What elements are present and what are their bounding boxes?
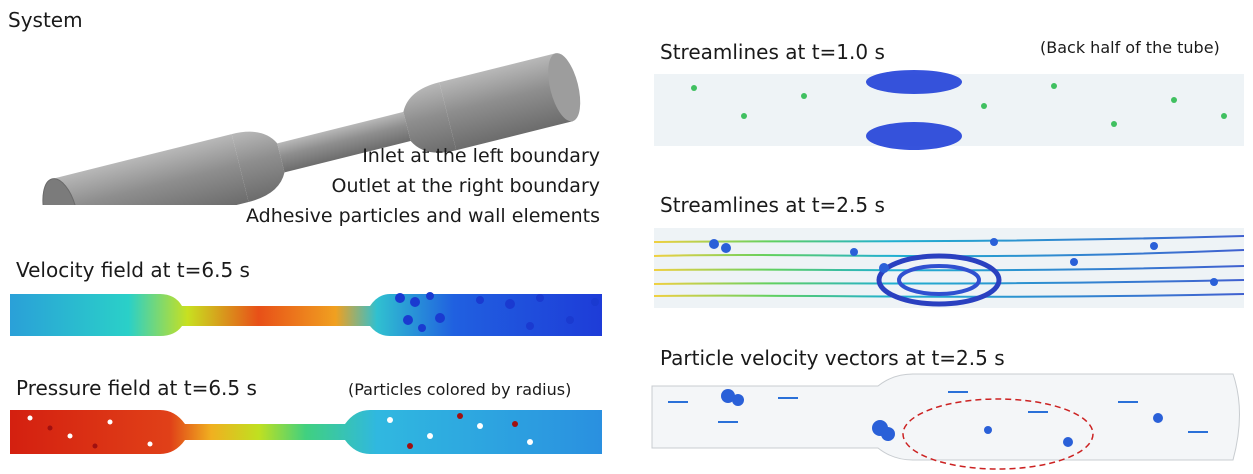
pressure-panel-note: (Particles colored by radius) — [348, 380, 572, 399]
system-tube-illustration — [20, 40, 600, 205]
stream1-panel-note: (Back half of the tube) — [1040, 38, 1220, 57]
vectors-panel-title: Particle velocity vectors at t=2.5 s — [660, 346, 1005, 370]
pressure-panel-title: Pressure field at t=6.5 s — [16, 376, 257, 400]
system-note-outlet: Outlet at the right boundary — [331, 175, 600, 197]
system-note-particles: Adhesive particles and wall elements — [245, 205, 600, 227]
streamlines-t1-image — [654, 66, 1244, 154]
system-note-inlet: Inlet at the left boundary — [362, 145, 600, 167]
system-title: System — [8, 8, 83, 32]
particle-vectors-image — [648, 372, 1248, 472]
velocity-field-image — [10, 290, 602, 338]
pressure-field-image — [10, 406, 602, 456]
streamlines-t25-image — [654, 222, 1244, 314]
velocity-panel-title: Velocity field at t=6.5 s — [16, 258, 250, 282]
stream1-panel-title: Streamlines at t=1.0 s — [660, 40, 885, 64]
stream2-panel-title: Streamlines at t=2.5 s — [660, 193, 885, 217]
